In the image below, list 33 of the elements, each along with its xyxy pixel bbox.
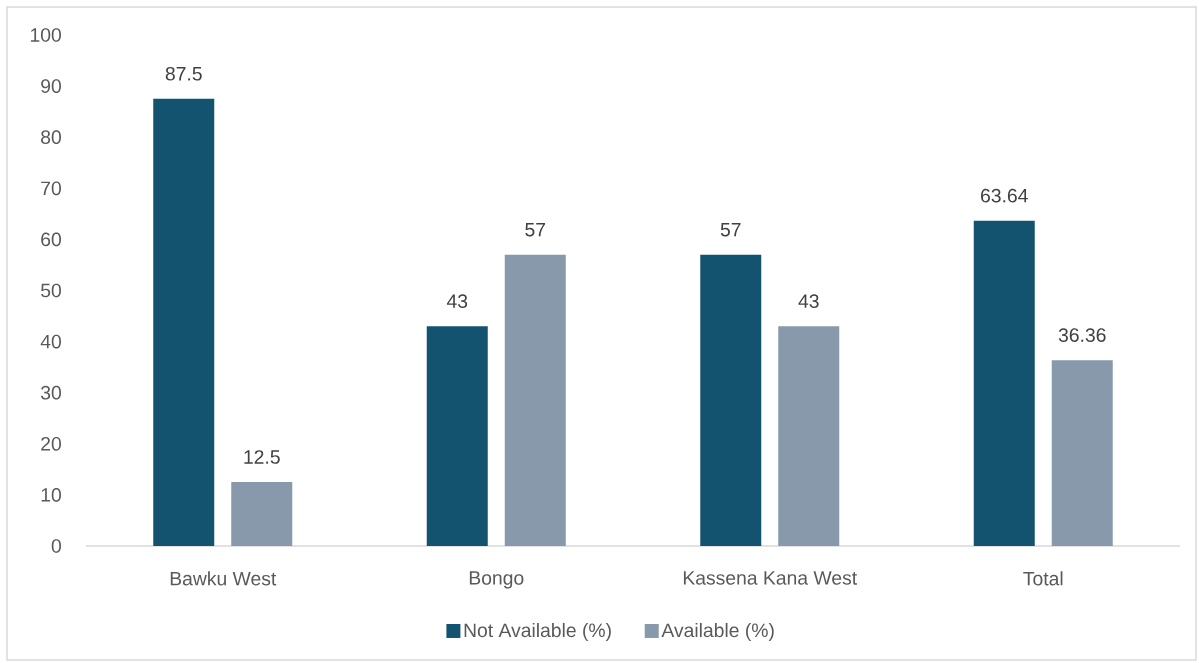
x-tick-label: Total: [1023, 571, 1063, 586]
bar: [700, 254, 762, 546]
data-label: 57: [720, 222, 741, 237]
legend-label: Available (%): [661, 622, 774, 641]
bar: [1051, 360, 1113, 546]
y-tick-label: 50: [41, 283, 61, 298]
y-tick-label: 0: [51, 539, 61, 553]
y-tick-label: 10: [41, 488, 61, 502]
bar: [973, 220, 1035, 546]
y-tick-label: 90: [41, 79, 61, 93]
y-tick-label: 70: [41, 181, 61, 196]
data-label: 43: [798, 294, 819, 308]
data-label: 36.36: [1058, 328, 1106, 342]
data-label: 87.5: [165, 66, 202, 81]
data-label: 43: [446, 294, 468, 308]
y-tick-label: 30: [40, 385, 61, 400]
legend-label: Not Available (%): [464, 622, 611, 641]
bar: [231, 482, 293, 546]
data-label: 57: [525, 222, 546, 237]
y-tick-label: 80: [41, 130, 61, 145]
data-label: 63.64: [981, 188, 1028, 203]
bar: [504, 254, 566, 546]
y-tick-label: 60: [41, 232, 61, 247]
x-tick-label: Bongo: [469, 571, 524, 589]
bar: [153, 98, 215, 546]
y-tick-label: 100: [30, 28, 61, 42]
y-tick-label: 20: [41, 436, 61, 451]
y-tick-label: 40: [40, 334, 61, 349]
x-tick-label: Kassena Kana West: [683, 571, 857, 585]
x-tick-label: Bawku West: [170, 571, 277, 586]
bar: [426, 326, 488, 546]
data-label: 12.5: [244, 450, 280, 464]
bar: [778, 326, 840, 546]
